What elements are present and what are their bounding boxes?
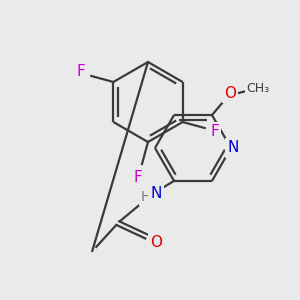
Text: N: N: [151, 186, 162, 201]
Text: CH₃: CH₃: [246, 82, 270, 95]
Text: F: F: [134, 170, 142, 185]
Text: O: O: [150, 236, 162, 250]
Text: O: O: [224, 86, 236, 101]
Text: F: F: [77, 64, 86, 80]
Text: F: F: [210, 124, 219, 140]
Text: N: N: [227, 140, 239, 155]
Text: H: H: [141, 190, 152, 204]
